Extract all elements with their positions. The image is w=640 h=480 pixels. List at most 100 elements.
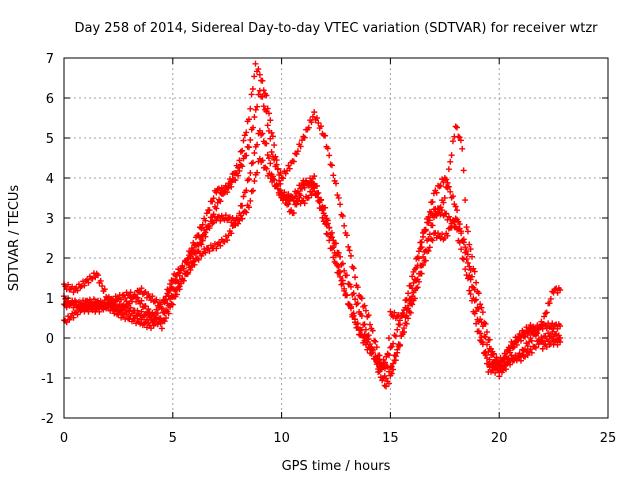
data-point: [381, 359, 388, 366]
data-point: [134, 307, 141, 314]
data-point: [426, 244, 433, 251]
y-tick-label: -1: [41, 372, 54, 387]
data-point: [500, 356, 507, 363]
data-point: [255, 66, 262, 73]
y-tick-label: 3: [46, 212, 54, 227]
data-point: [222, 233, 229, 240]
data-point: [237, 212, 244, 219]
data-point: [74, 287, 81, 294]
data-point: [500, 367, 507, 374]
data-point: [158, 305, 165, 312]
data-point: [184, 270, 191, 277]
data-point: [443, 184, 450, 191]
data-point: [267, 117, 274, 124]
data-point: [467, 291, 474, 298]
data-point: [482, 348, 489, 355]
data-point: [456, 134, 463, 141]
data-point: [279, 175, 286, 182]
data-point: [81, 282, 88, 289]
data-point: [263, 108, 270, 115]
data-point: [341, 267, 348, 274]
data-point: [202, 217, 209, 224]
data-point: [138, 297, 145, 304]
data-point: [247, 169, 254, 176]
data-point: [347, 303, 354, 310]
data-point: [524, 352, 531, 359]
data-point: [326, 152, 333, 159]
data-point: [251, 73, 258, 80]
data-point: [460, 236, 467, 243]
data-point: [138, 308, 145, 315]
data-point: [361, 331, 368, 338]
data-point: [414, 254, 421, 261]
data-point: [101, 299, 108, 306]
data-point: [169, 293, 176, 300]
data-point: [163, 307, 169, 314]
data-point: [537, 324, 543, 331]
data-point: [254, 169, 261, 176]
data-point: [187, 266, 194, 273]
data-point: [460, 167, 467, 174]
data-point: [390, 360, 397, 367]
data-point: [142, 319, 149, 326]
data-point: [202, 229, 209, 236]
data-point: [315, 197, 322, 204]
data-point: [387, 308, 394, 315]
data-point: [437, 182, 444, 189]
data-point: [235, 220, 242, 227]
data-point: [458, 230, 465, 237]
data-point: [411, 266, 418, 273]
data-point: [350, 265, 357, 272]
data-point: [333, 180, 339, 187]
data-point: [513, 337, 520, 344]
data-point: [466, 263, 473, 270]
data-point: [486, 345, 493, 352]
data-point: [84, 297, 91, 304]
data-point: [191, 261, 198, 268]
data-point: [429, 212, 436, 219]
data-point: [243, 129, 250, 136]
data-point: [296, 194, 303, 201]
data-point: [449, 138, 456, 145]
data-point: [245, 176, 252, 183]
data-point: [290, 158, 297, 165]
data-point: [479, 341, 486, 348]
data-point: [248, 188, 255, 195]
data-point: [165, 302, 172, 309]
data-point: [161, 310, 168, 317]
data-point: [435, 206, 441, 213]
data-point: [268, 149, 275, 155]
data-point: [373, 359, 380, 366]
data-point: [418, 239, 425, 246]
data-point: [70, 314, 77, 321]
data-point: [517, 333, 524, 340]
data-point: [250, 159, 257, 166]
data-point: [358, 312, 365, 319]
data-point: [210, 195, 217, 202]
data-point: [445, 166, 452, 173]
data-point: [309, 113, 316, 120]
data-point: [163, 315, 169, 322]
data-point: [486, 356, 493, 363]
data-point: [240, 137, 247, 144]
data-point: [235, 172, 242, 179]
data-point: [464, 275, 471, 282]
data-point: [322, 132, 329, 139]
data-point: [161, 297, 168, 304]
data-point: [243, 209, 250, 216]
data-point: [420, 253, 427, 260]
data-point: [452, 203, 459, 210]
data-point: [307, 178, 314, 185]
x-tick-label: 15: [382, 431, 399, 446]
data-point: [466, 241, 473, 248]
data-point: [157, 301, 164, 308]
data-point: [539, 345, 546, 352]
data-point: [270, 176, 277, 183]
data-point: [464, 259, 471, 266]
data-point: [475, 305, 482, 312]
data-point: [286, 165, 293, 172]
data-point: [216, 213, 223, 220]
data-point: [471, 310, 478, 317]
data-point: [507, 361, 514, 368]
data-point: [324, 231, 331, 238]
